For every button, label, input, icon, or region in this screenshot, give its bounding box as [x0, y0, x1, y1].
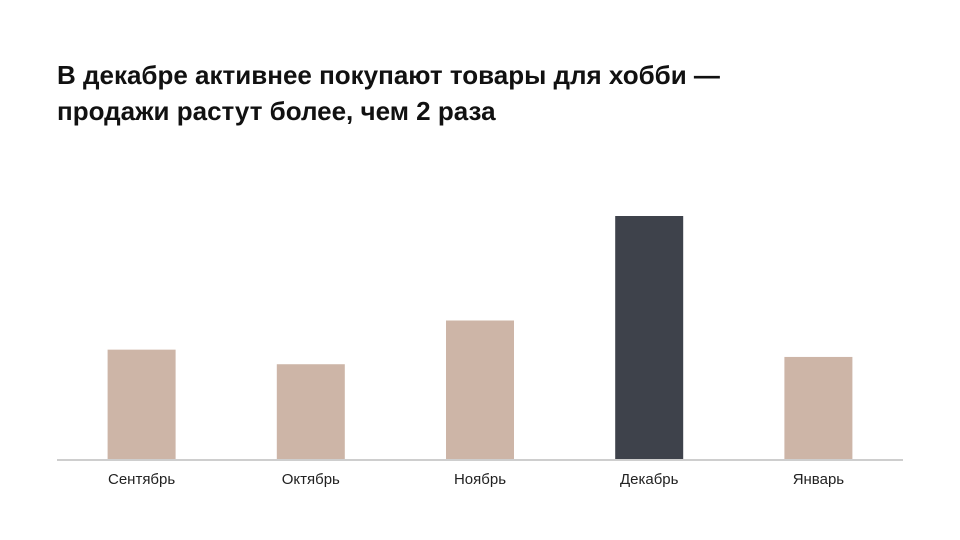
- x-tick-label: Ноябрь: [454, 471, 506, 488]
- x-tick-label: Декабрь: [620, 471, 679, 488]
- x-tick-label: Январь: [793, 471, 845, 488]
- bar: [784, 356, 853, 459]
- x-tick-label: Сентябрь: [108, 471, 175, 488]
- chart-title: продажи растут более, чем 2 раза: [57, 96, 496, 126]
- chart-title: В декабре активнее покупают товары для х…: [57, 60, 720, 90]
- bar: [615, 216, 684, 459]
- x-tick-label: Октябрь: [282, 471, 340, 488]
- bar: [446, 320, 514, 459]
- bar: [107, 349, 176, 459]
- bar: [276, 364, 345, 459]
